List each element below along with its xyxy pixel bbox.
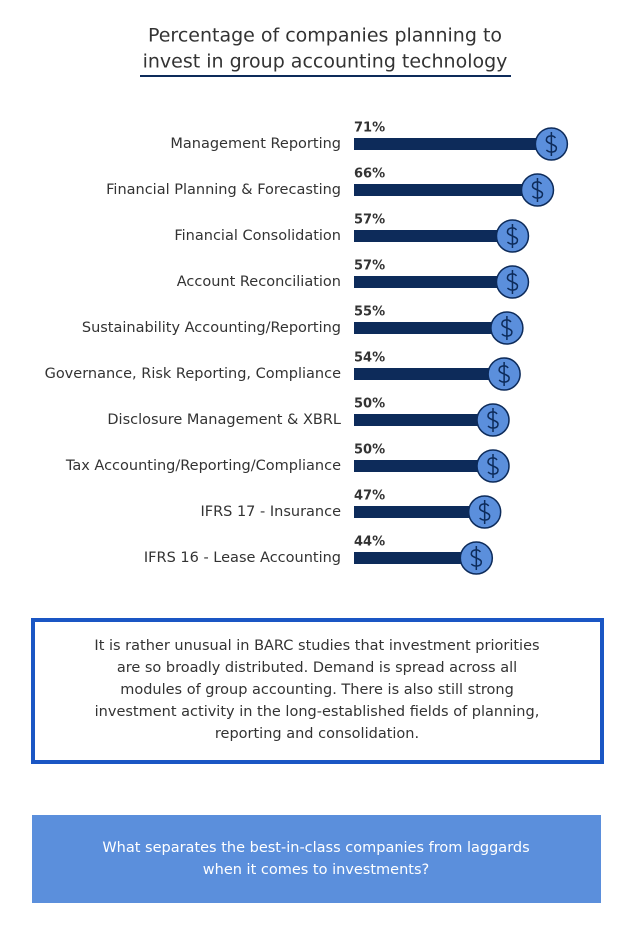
category-label: Sustainability Accounting/Reporting [82, 320, 341, 336]
dollar-icon [531, 178, 544, 202]
cta-text: when it comes to investments? [203, 862, 429, 878]
bar [354, 138, 552, 150]
bar [354, 184, 538, 196]
value-label: 47% [354, 489, 385, 504]
dollar-icon [487, 454, 499, 478]
dollar-icon [487, 408, 499, 432]
note-box [31, 618, 604, 764]
value-label: 57% [354, 213, 385, 228]
note-text: reporting and consolidation. [215, 726, 419, 742]
value-label: 66% [354, 167, 385, 182]
bar [354, 276, 513, 288]
bar [354, 460, 493, 472]
dollar-icon [501, 316, 513, 340]
value-label: 54% [354, 351, 385, 366]
cta-box [32, 815, 601, 903]
value-label: 44% [354, 535, 385, 550]
note-text: modules of group accounting. There is al… [120, 682, 514, 698]
bar [354, 414, 493, 426]
dollar-icon [470, 546, 483, 570]
category-label: IFRS 17 - Insurance [200, 504, 341, 520]
bar [354, 506, 485, 518]
category-label: Governance, Risk Reporting, Compliance [45, 366, 341, 382]
category-label: Disclosure Management & XBRL [107, 412, 341, 428]
value-label: 50% [354, 443, 385, 458]
bar [354, 322, 507, 334]
category-label: IFRS 16 - Lease Accounting [144, 550, 341, 566]
category-label: Financial Planning & Forecasting [106, 182, 341, 198]
bar [354, 368, 505, 380]
bar [354, 552, 477, 564]
cta-text: What separates the best-in-class compani… [102, 840, 529, 856]
category-label: Tax Accounting/Reporting/Compliance [65, 458, 341, 474]
dollar-icon [478, 500, 491, 524]
value-label: 55% [354, 305, 385, 320]
bar [354, 230, 513, 242]
dollar-icon [498, 362, 510, 386]
dollar-icon [506, 224, 519, 248]
category-label: Financial Consolidation [174, 228, 341, 244]
value-label: 57% [354, 259, 385, 274]
category-label: Account Reconciliation [177, 274, 341, 290]
dollar-icon [506, 270, 519, 294]
note-text: investment activity in the long-establis… [95, 704, 540, 720]
chart-title: invest in group accounting technology [143, 51, 508, 73]
chart-title: Percentage of companies planning to [148, 25, 502, 47]
note-text: It is rather unusual in BARC studies tha… [94, 638, 539, 654]
value-label: 50% [354, 397, 385, 412]
note-text: are so broadly distributed. Demand is sp… [117, 660, 517, 676]
dollar-icon [545, 132, 558, 156]
category-label: Management Reporting [170, 136, 341, 152]
value-label: 71% [354, 121, 385, 136]
